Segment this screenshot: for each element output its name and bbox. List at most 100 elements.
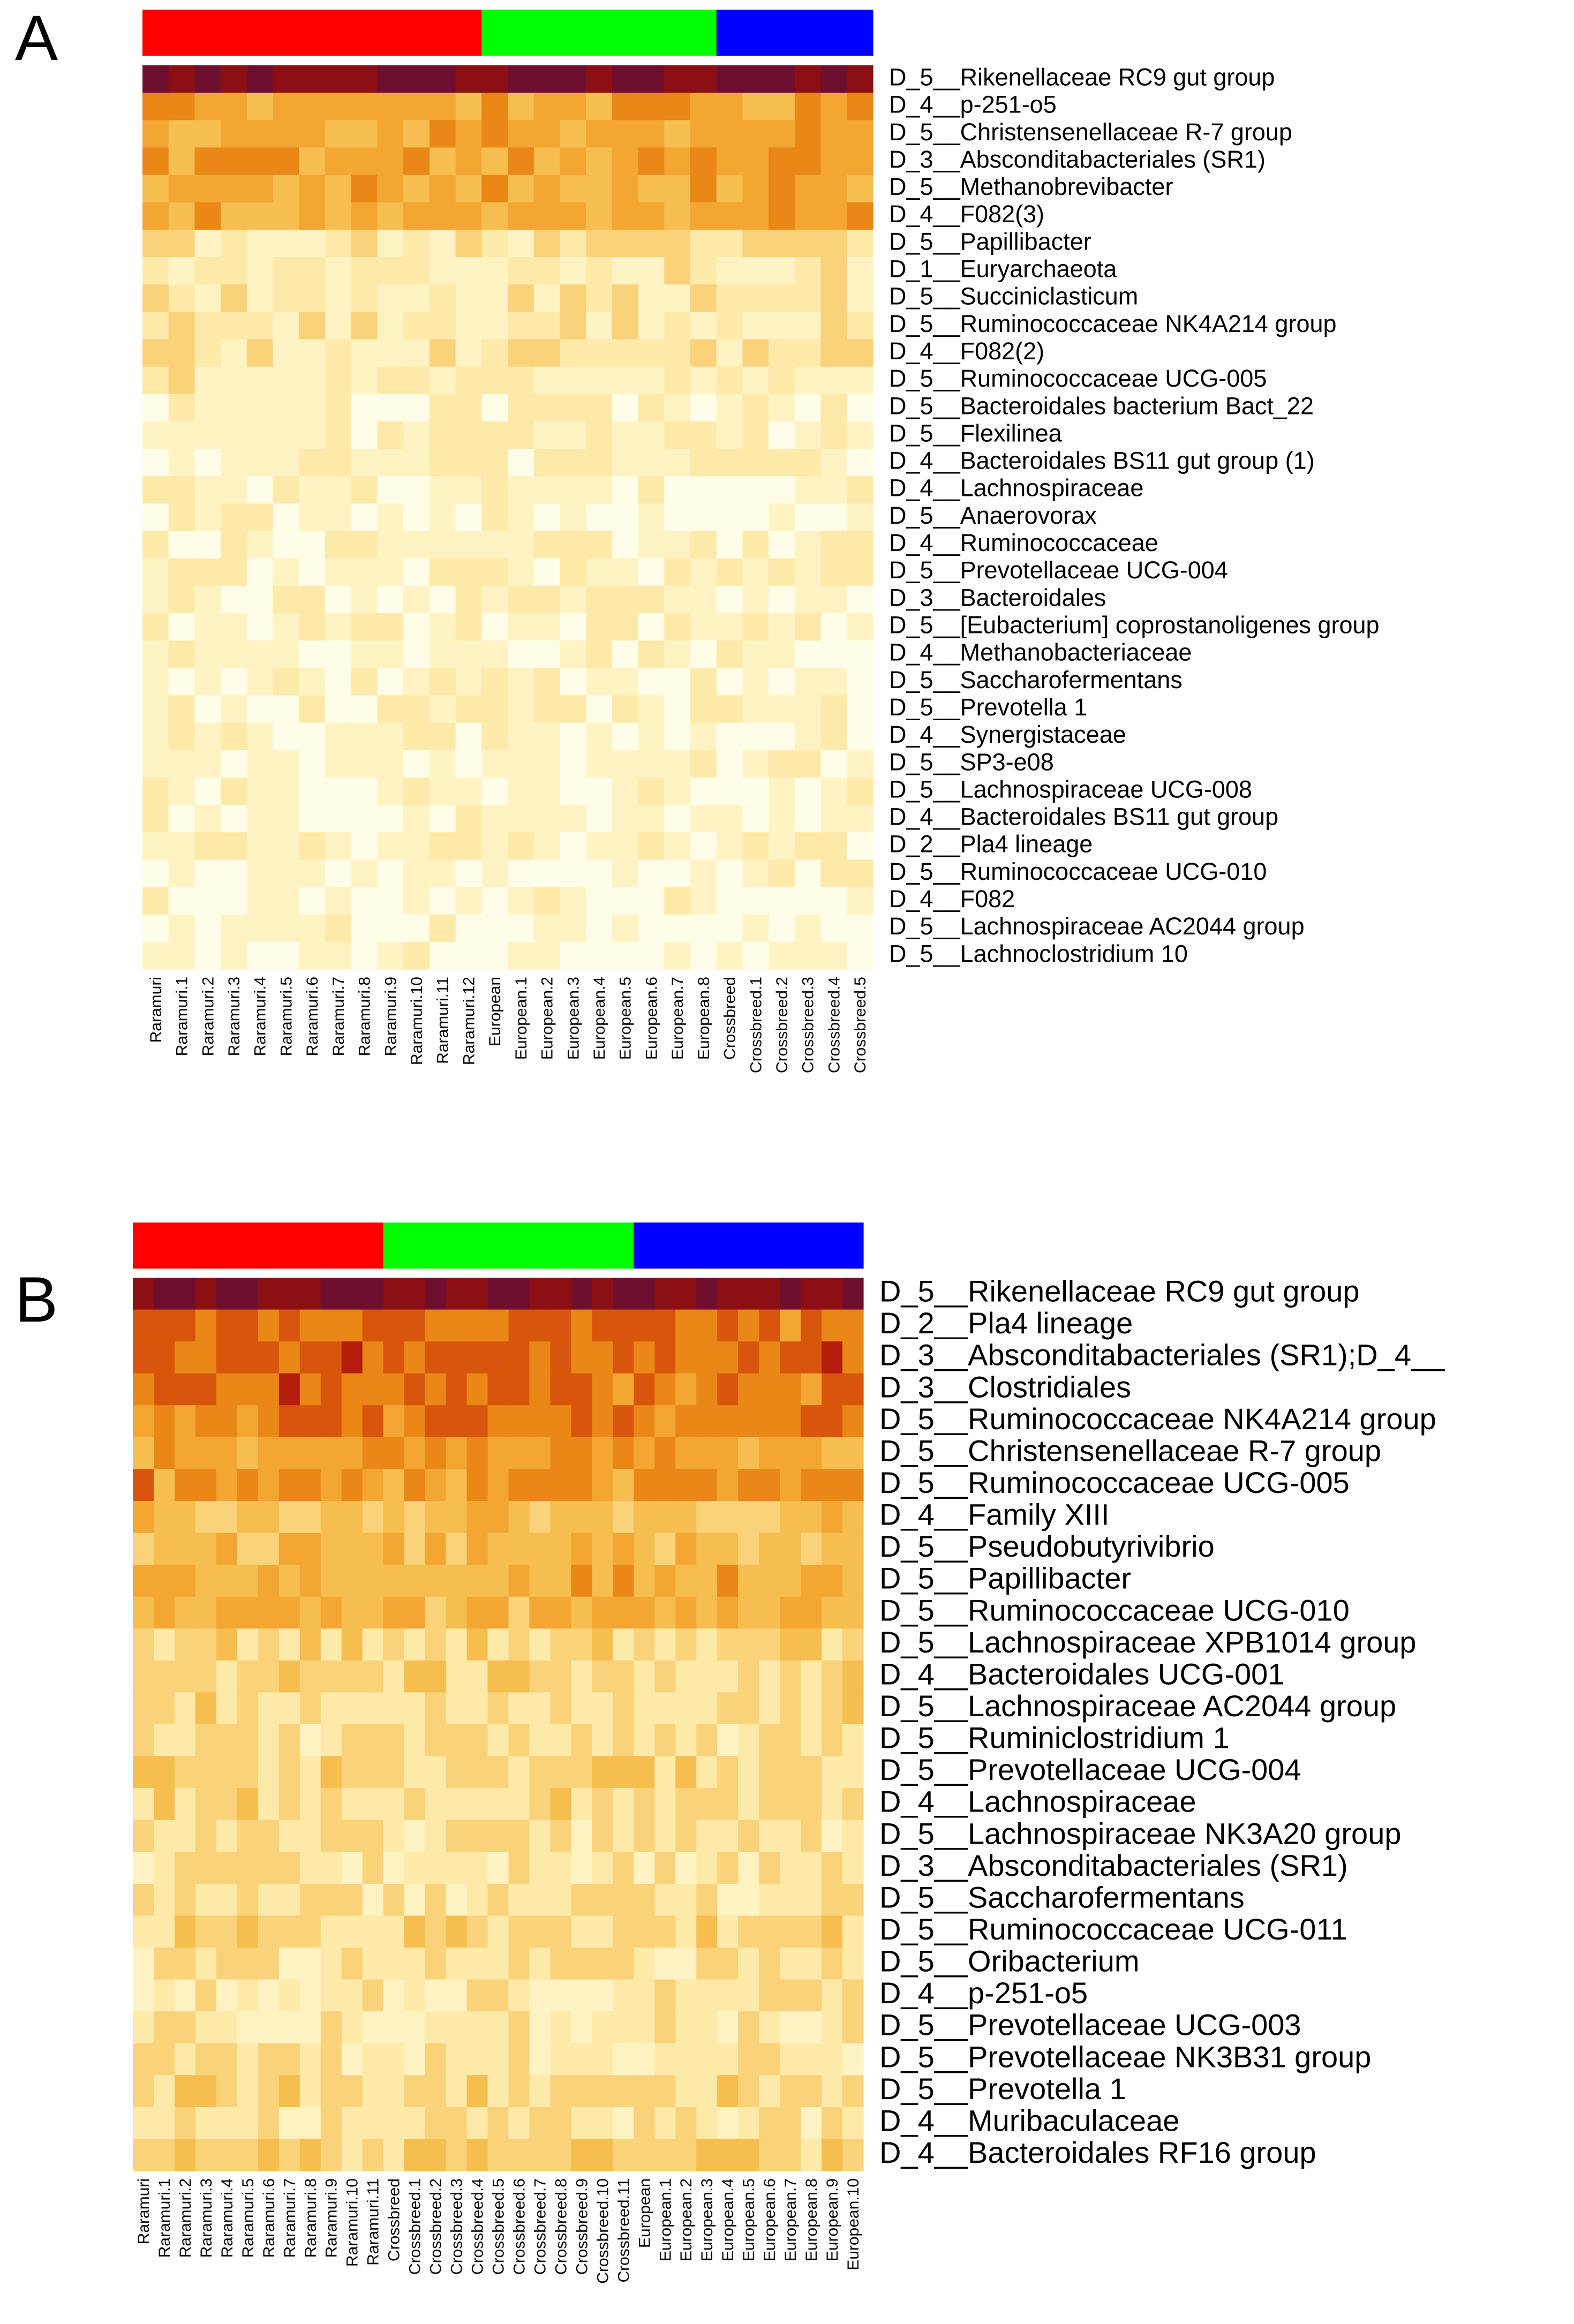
heatmap-cell	[690, 476, 717, 504]
heatmap-cell	[675, 2107, 697, 2139]
heatmap-cell	[194, 147, 221, 175]
heatmap-cell	[133, 1310, 154, 1342]
heatmap-cell	[467, 1437, 488, 1469]
heatmap-cell	[430, 915, 456, 942]
heatmap-cell	[847, 257, 873, 285]
heatmap-cell	[742, 65, 769, 93]
heatmap-cell	[351, 750, 378, 778]
heatmap-cell	[717, 2043, 739, 2076]
heatmap-cell	[769, 832, 795, 860]
heatmap-cell	[363, 2011, 384, 2043]
heatmap-cell	[142, 778, 169, 805]
heatmap-cell	[321, 1597, 342, 1629]
column-label: Crossbreed.3	[448, 2178, 466, 2275]
heatmap-cell	[456, 832, 482, 860]
heatmap-cell	[654, 1692, 676, 1724]
heatmap-cell	[508, 257, 534, 285]
heatmap-cell	[717, 449, 743, 477]
row-label: D_5__Prevotellaceae NK3B31 group	[879, 2040, 1371, 2073]
heatmap-cell	[363, 1628, 384, 1661]
heatmap-cell	[821, 915, 847, 942]
heatmap-cell	[194, 230, 221, 258]
heatmap-cell	[363, 1469, 384, 1501]
heatmap-cell	[571, 1565, 592, 1597]
heatmap-cell	[534, 93, 560, 120]
heatmap-cell	[550, 1820, 571, 1852]
heatmap-cell	[404, 1374, 426, 1406]
heatmap-cell	[481, 257, 508, 285]
heatmap-cell	[216, 1310, 238, 1342]
heatmap-cell	[560, 284, 586, 312]
heatmap-cell	[613, 1980, 634, 2012]
row-label: D_3__Absconditabacteriales (SR1)	[889, 146, 1266, 173]
heatmap-cell	[560, 93, 586, 120]
heatmap-cell	[508, 805, 534, 833]
heatmap-cell	[195, 1469, 217, 1501]
heatmap-cell	[690, 230, 717, 258]
heatmap-cell	[195, 1501, 217, 1533]
heatmap-cell	[675, 1278, 697, 1310]
heatmap-cell	[780, 1852, 801, 1884]
column-label: European	[636, 2178, 653, 2248]
heatmap-cell	[175, 1628, 196, 1661]
heatmap-cell	[738, 1661, 759, 1693]
heatmap-cell	[403, 476, 430, 504]
heatmap-cell	[780, 1884, 801, 1916]
heatmap-cell	[467, 1278, 488, 1310]
heatmap-cell	[508, 1597, 530, 1629]
heatmap-cell	[759, 1501, 780, 1533]
heatmap-cell	[550, 1915, 571, 1948]
heatmap-cell	[221, 695, 247, 723]
heatmap-cell	[842, 1756, 864, 1789]
heatmap-cell	[300, 1597, 321, 1629]
heatmap-cell	[175, 2107, 196, 2139]
heatmap-cell	[696, 1756, 718, 1789]
heatmap-cell	[634, 2107, 655, 2139]
heatmap-cell	[446, 1948, 468, 1980]
heatmap-cell	[821, 120, 847, 148]
heatmap-cell	[638, 230, 665, 258]
heatmap-cell	[154, 1756, 175, 1789]
heatmap-cell	[717, 175, 743, 203]
heatmap-cell	[586, 147, 612, 175]
heatmap-cell	[383, 1820, 405, 1852]
heatmap-cell	[847, 230, 873, 258]
heatmap-cell	[321, 2107, 342, 2139]
heatmap-cell	[675, 1405, 697, 1437]
heatmap-cell	[675, 1692, 697, 1724]
heatmap-cell	[690, 832, 717, 860]
heatmap-cell	[383, 2011, 405, 2043]
heatmap-cell	[534, 394, 560, 422]
heatmap-cell	[738, 1278, 759, 1310]
heatmap-cell	[847, 805, 873, 833]
heatmap-cell	[675, 1788, 697, 1820]
heatmap-cell	[299, 915, 325, 942]
heatmap-cell	[634, 2011, 655, 2043]
column-label: Raramuri.1	[174, 977, 191, 1056]
heatmap-cell	[654, 1533, 676, 1565]
heatmap-cell	[586, 859, 612, 887]
heatmap-cell	[529, 1788, 551, 1820]
heatmap-cell	[508, 1661, 530, 1693]
heatmap-cell	[529, 1756, 551, 1789]
heatmap-cell	[801, 1724, 822, 1756]
heatmap-cell	[742, 859, 769, 887]
heatmap-cell	[717, 531, 743, 559]
heatmap-cell	[377, 887, 403, 915]
heatmap-cell	[534, 476, 560, 504]
heatmap-cell	[175, 1310, 196, 1342]
heatmap-cell	[377, 531, 403, 559]
heatmap-cell	[321, 1948, 342, 1980]
heatmap-cell	[481, 859, 508, 887]
heatmap-cell	[690, 559, 717, 586]
heatmap-cell	[550, 2043, 571, 2076]
heatmap-cell	[175, 1884, 196, 1916]
row-label: D_3__Bacteroidales	[889, 584, 1106, 611]
heatmap-cell	[237, 1820, 259, 1852]
heatmap-cell	[169, 65, 195, 93]
heatmap-cell	[273, 915, 299, 942]
heatmap-cell	[508, 1341, 530, 1374]
heatmap-cell	[717, 202, 743, 230]
heatmap-cell	[467, 1820, 488, 1852]
heatmap-cell	[738, 1597, 759, 1629]
